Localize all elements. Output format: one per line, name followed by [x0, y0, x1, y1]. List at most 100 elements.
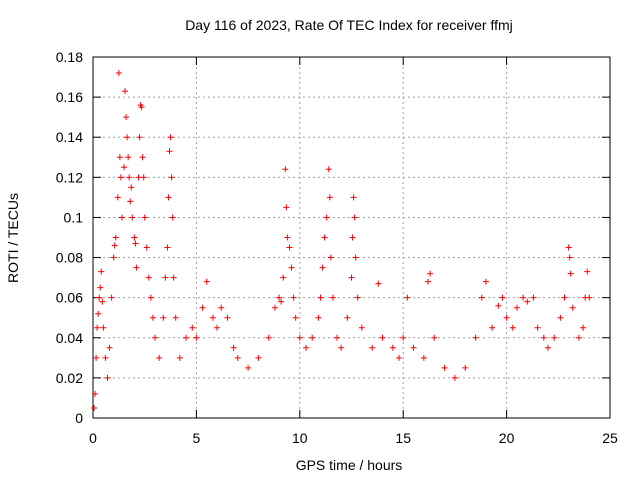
data-point [98, 268, 105, 275]
data-point [129, 214, 136, 221]
grid-lines [93, 57, 610, 418]
y-tick-label: 0.1 [64, 209, 84, 225]
data-point [410, 344, 417, 351]
data-point [326, 194, 333, 201]
data-point [118, 214, 125, 221]
data-point [358, 324, 365, 331]
data-point [127, 198, 134, 205]
data-point [489, 324, 496, 331]
data-point [482, 278, 489, 285]
data-point [334, 334, 341, 341]
data-point [344, 314, 351, 321]
data-point [566, 254, 573, 261]
data-point [165, 194, 172, 201]
data-point [427, 270, 434, 277]
data-point [584, 268, 591, 275]
data-point [420, 354, 427, 361]
data-point [462, 364, 469, 371]
x-axis-title: GPS time / hours [296, 457, 403, 473]
data-point [122, 88, 129, 95]
y-tick-label: 0.12 [56, 169, 83, 185]
data-point [509, 324, 516, 331]
data-point [389, 344, 396, 351]
data-point [124, 134, 131, 141]
data-point [354, 294, 361, 301]
x-tick-label: 0 [89, 430, 97, 446]
data-point [189, 324, 196, 331]
data-point [580, 324, 587, 331]
data-point [112, 234, 119, 241]
data-point [282, 166, 289, 173]
data-point [199, 304, 206, 311]
data-point [125, 154, 132, 161]
data-point [138, 104, 145, 111]
data-point [540, 334, 547, 341]
data-point [97, 284, 104, 291]
data-point [276, 294, 283, 301]
data-point [338, 344, 345, 351]
data-point [349, 234, 356, 241]
data-point [203, 278, 210, 285]
data-point [255, 354, 262, 361]
data-point [400, 334, 407, 341]
data-point [499, 294, 506, 301]
data-point [495, 302, 502, 309]
y-tick-label: 0.06 [56, 290, 83, 306]
data-point [369, 344, 376, 351]
data-point [140, 174, 147, 181]
data-point [530, 294, 537, 301]
data-point [156, 354, 163, 361]
data-point [168, 174, 175, 181]
data-point [167, 134, 174, 141]
data-point [319, 264, 326, 271]
x-tick-label: 5 [193, 430, 201, 446]
data-point [123, 114, 130, 121]
data-point [425, 278, 432, 285]
data-point [117, 174, 124, 181]
data-point [224, 314, 231, 321]
y-tick-label: 0.04 [56, 330, 83, 346]
data-point [575, 334, 582, 341]
data-point [283, 204, 290, 211]
data-point [133, 264, 140, 271]
data-point [290, 294, 297, 301]
data-point [131, 234, 138, 241]
plot-frame [92, 56, 611, 419]
data-points [91, 70, 593, 411]
data-point [315, 314, 322, 321]
data-point [351, 214, 358, 221]
data-point [94, 324, 101, 331]
data-point [143, 244, 150, 251]
data-point [271, 304, 278, 311]
y-tick-label: 0.16 [56, 89, 83, 105]
data-point [569, 304, 576, 311]
data-point [321, 234, 328, 241]
data-point [534, 324, 541, 331]
data-point [245, 364, 252, 371]
data-point [375, 280, 382, 287]
data-point [278, 298, 285, 305]
y-axis-title: ROTI / TECUs [5, 193, 21, 283]
data-point [96, 294, 103, 301]
data-point [350, 194, 357, 201]
data-point [396, 354, 403, 361]
data-point [166, 148, 173, 155]
data-point [288, 264, 295, 271]
data-point [478, 294, 485, 301]
data-point [503, 314, 510, 321]
y-tick-label: 0 [75, 410, 83, 426]
data-point [520, 294, 527, 301]
y-tick-label: 0.14 [56, 129, 83, 145]
axis-ticks: 0 0.02 0.04 0.06 0.08 0.1 0.12 0.14 0.16 0.18 0 5 10… [56, 49, 618, 446]
data-point [329, 294, 336, 301]
data-point [565, 244, 572, 251]
data-point [183, 334, 190, 341]
data-point [586, 294, 593, 301]
data-point [280, 274, 287, 281]
data-point [92, 390, 99, 397]
data-point [172, 314, 179, 321]
data-point [104, 374, 111, 381]
data-point [292, 314, 299, 321]
x-tick-label: 20 [499, 430, 515, 446]
data-point [106, 344, 113, 351]
